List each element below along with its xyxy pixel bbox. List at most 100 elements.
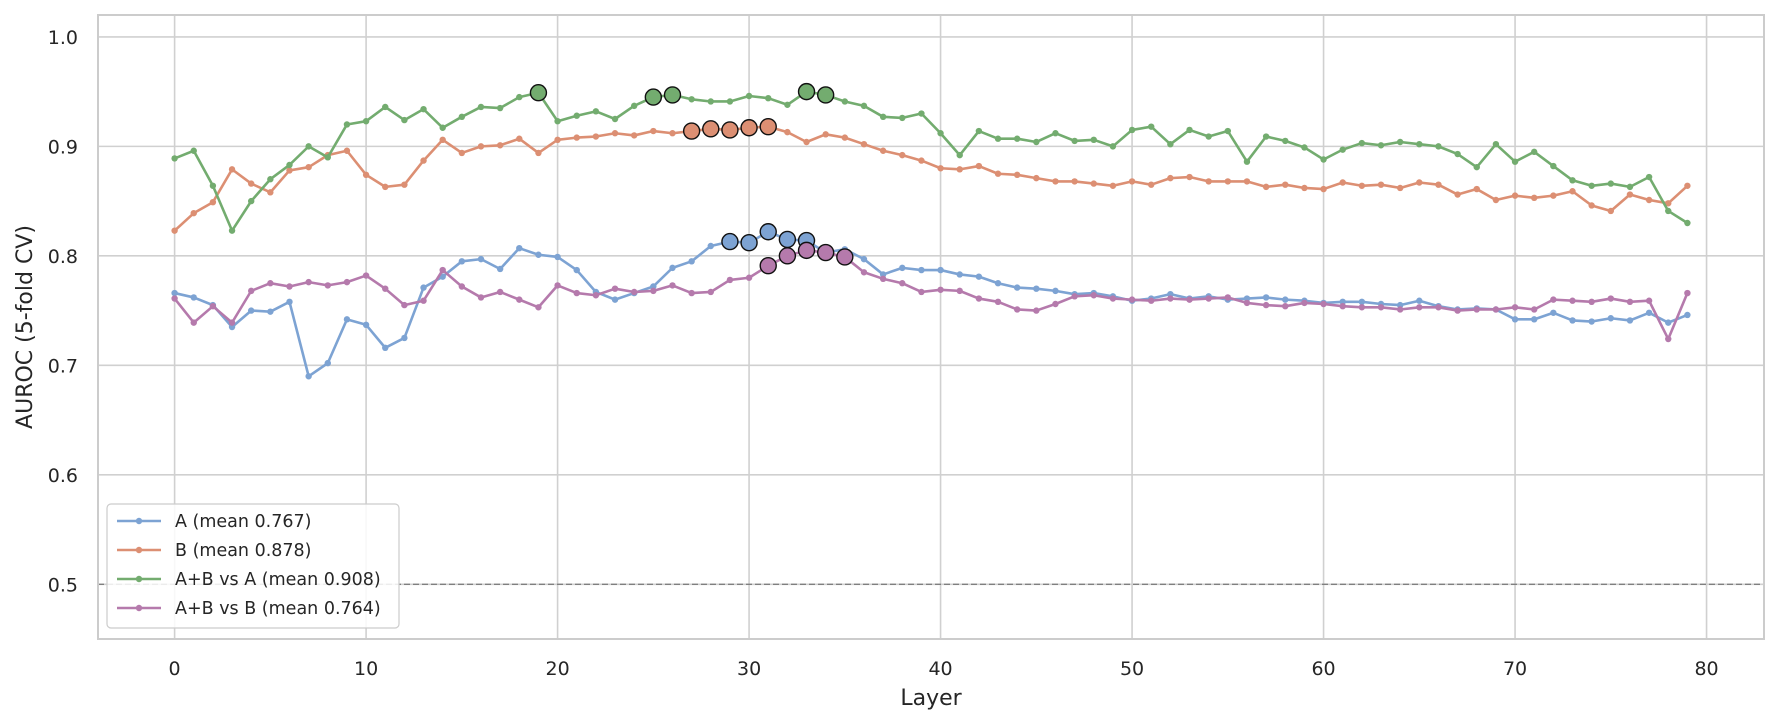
series-point <box>975 273 983 280</box>
legend-marker <box>135 604 143 612</box>
x-tick-label: 70 <box>1503 658 1527 680</box>
series-point <box>535 304 542 311</box>
series-point <box>1588 298 1595 306</box>
series-point <box>1588 318 1595 325</box>
series-point <box>650 127 657 135</box>
series-point <box>1090 180 1097 187</box>
series-point <box>975 127 983 135</box>
x-tick-label: 20 <box>545 658 569 680</box>
highlights-2 <box>529 82 835 106</box>
series-point <box>707 242 714 250</box>
series-point <box>1569 297 1576 304</box>
series-point <box>1205 178 1212 185</box>
series-point <box>1339 179 1346 186</box>
series-point <box>458 113 466 121</box>
series-point <box>1607 315 1615 322</box>
x-tick-label: 40 <box>928 658 952 680</box>
highlight-point <box>759 223 777 241</box>
series-point <box>1358 298 1366 306</box>
series-point <box>726 98 734 105</box>
series-point <box>1665 319 1672 326</box>
series-point <box>343 278 351 286</box>
series-point <box>1358 304 1366 311</box>
series-point <box>1607 180 1615 187</box>
legend-marker <box>135 575 143 583</box>
series-point <box>1071 137 1078 145</box>
series-point <box>1588 202 1595 209</box>
series-point <box>171 289 178 297</box>
series-point <box>362 321 370 329</box>
series-point <box>1071 293 1078 300</box>
series-point <box>745 274 753 281</box>
series-point <box>611 285 619 292</box>
series-point <box>1684 182 1691 189</box>
series-point <box>1148 181 1155 188</box>
series-point <box>879 271 887 278</box>
series-point <box>669 130 676 137</box>
series-point <box>171 295 178 302</box>
x-tick-labels: 0 10 20 30 40 50 60 70 80 <box>169 658 1719 680</box>
series-point <box>1473 185 1480 193</box>
series-point <box>1224 294 1232 301</box>
series-line <box>173 125 1689 232</box>
highlight-point <box>797 241 816 260</box>
series-point <box>190 209 197 217</box>
series-point <box>1416 304 1423 311</box>
series-point <box>1684 289 1691 297</box>
series-point <box>439 266 446 274</box>
series-point <box>1186 296 1193 303</box>
series-point <box>362 272 370 279</box>
series-3 <box>171 247 1691 343</box>
series-point <box>343 316 351 323</box>
series-point <box>1071 178 1078 185</box>
highlight-point <box>759 256 777 275</box>
y-tick-label: 0.6 <box>48 465 78 487</box>
series-point <box>918 110 925 117</box>
series-point <box>401 116 408 124</box>
series-point <box>1454 191 1461 198</box>
series-point <box>1645 297 1653 304</box>
series-point <box>1013 306 1021 313</box>
y-tick-labels: 0.5 0.6 0.7 0.8 0.9 1.0 <box>48 27 78 596</box>
series-point <box>592 292 600 299</box>
series-point <box>592 133 600 140</box>
series-point <box>573 289 580 297</box>
series-point <box>516 244 523 252</box>
series-point <box>1128 296 1136 303</box>
series-point <box>1205 133 1212 140</box>
series-point <box>420 105 427 113</box>
series-point <box>1301 299 1308 307</box>
series-point <box>879 113 887 121</box>
series-point <box>516 296 523 303</box>
series-point <box>669 264 676 272</box>
series-point <box>1243 158 1251 165</box>
x-tick-label: 80 <box>1694 658 1718 680</box>
series-point <box>1243 299 1251 307</box>
series-point <box>1531 148 1538 156</box>
series-point <box>1262 133 1270 140</box>
series-point <box>382 344 389 351</box>
series-point <box>1626 191 1634 198</box>
series-point <box>726 276 734 284</box>
series-point <box>1531 316 1538 323</box>
series-point <box>209 182 217 189</box>
series-point <box>1665 207 1672 215</box>
series-point <box>1128 178 1136 185</box>
series-point <box>669 282 676 289</box>
x-axis-label: Layer <box>900 686 962 711</box>
series-point <box>937 266 944 274</box>
series-point <box>956 271 963 278</box>
series-point <box>1320 185 1327 193</box>
series-point <box>918 157 925 164</box>
series-point <box>1454 150 1461 158</box>
series-point <box>650 283 657 290</box>
series-point <box>1511 192 1519 199</box>
series-layer <box>171 88 1691 380</box>
plot-frame <box>97 14 1765 640</box>
highlight-point <box>797 82 816 101</box>
highlight-point <box>721 232 739 251</box>
series-point <box>1416 140 1423 148</box>
series-point <box>1607 295 1615 302</box>
y-tick-label: 0.7 <box>48 355 78 377</box>
series-point <box>1511 316 1519 323</box>
